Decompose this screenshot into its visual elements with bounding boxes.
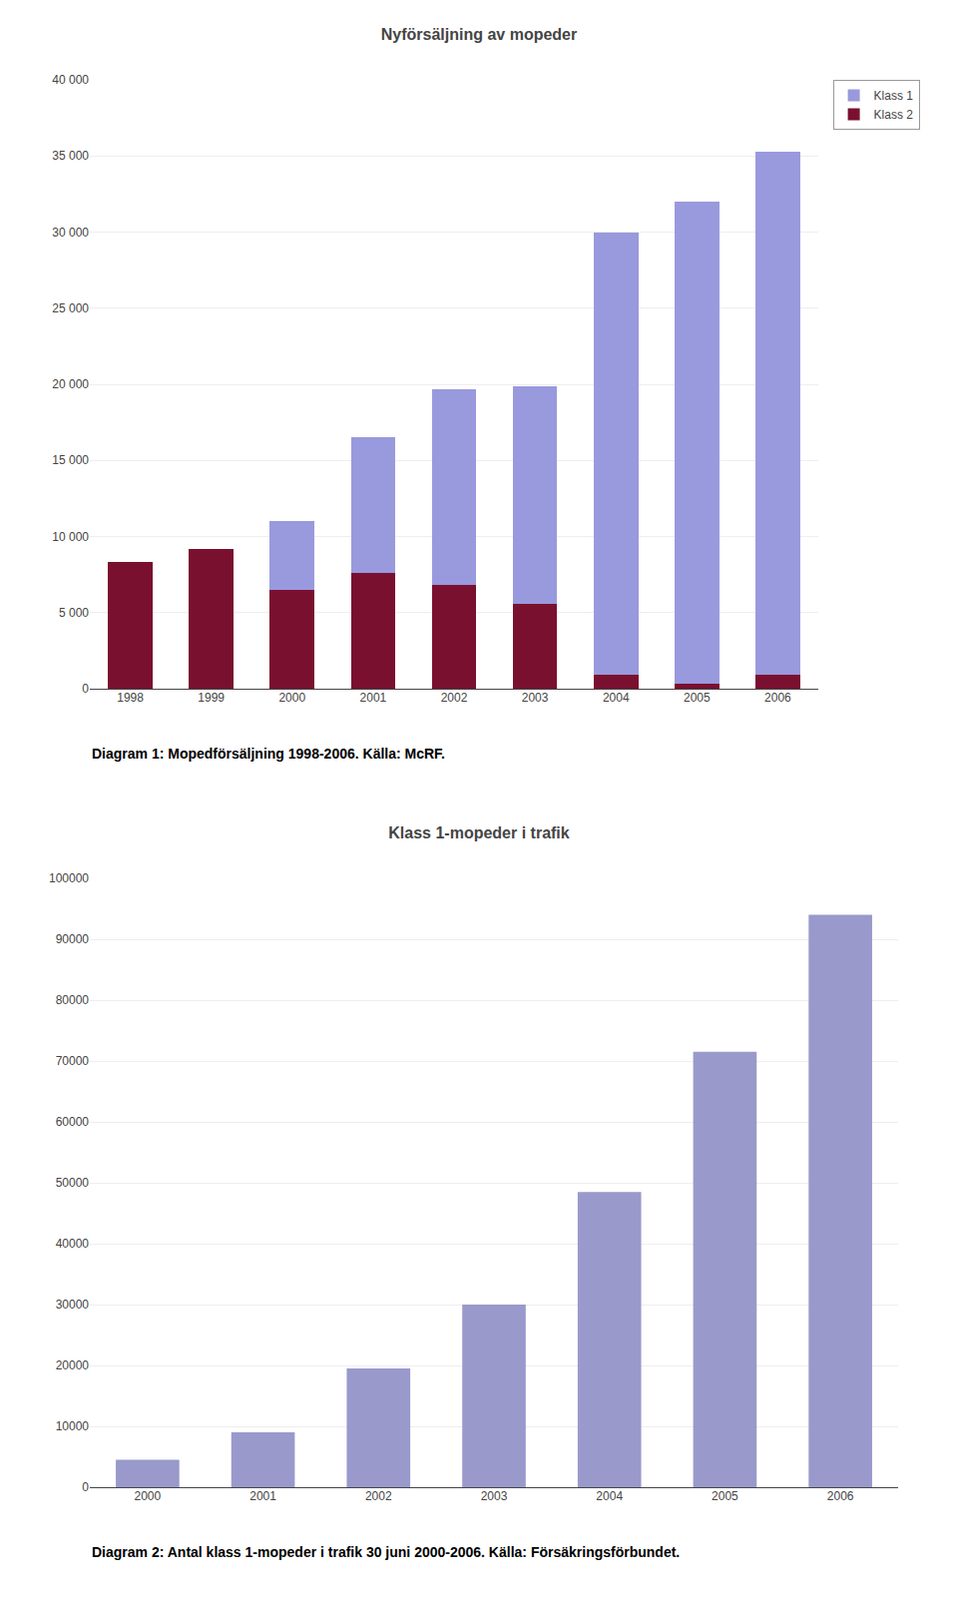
svg-text:0: 0: [81, 681, 89, 696]
svg-text:2000: 2000: [134, 1488, 162, 1503]
svg-text:10 000: 10 000: [51, 529, 89, 544]
svg-text:2002: 2002: [441, 690, 469, 705]
svg-text:0: 0: [81, 1479, 89, 1494]
svg-text:2001: 2001: [249, 1488, 277, 1503]
svg-text:2002: 2002: [365, 1488, 393, 1503]
svg-text:1999: 1999: [197, 690, 225, 705]
svg-text:2006: 2006: [764, 690, 792, 705]
svg-text:2003: 2003: [521, 690, 549, 705]
svg-text:1998: 1998: [116, 690, 144, 705]
svg-text:60000: 60000: [55, 1114, 90, 1129]
svg-text:2004: 2004: [595, 1488, 623, 1503]
svg-text:5 000: 5 000: [58, 605, 89, 620]
svg-text:2001: 2001: [360, 690, 388, 705]
svg-text:15 000: 15 000: [51, 453, 89, 468]
svg-text:40 000: 40 000: [51, 72, 89, 87]
svg-text:2000: 2000: [278, 690, 306, 705]
svg-text:Diagram 2: Antal klass 1-moped: Diagram 2: Antal klass 1-mopeder i trafi…: [91, 1543, 680, 1560]
svg-text:50000: 50000: [55, 1175, 90, 1190]
svg-text:Nyförsäljning av mopeder: Nyförsäljning av mopeder: [381, 25, 578, 43]
svg-text:2003: 2003: [480, 1488, 508, 1503]
svg-text:Klass 1-mopeder i trafik: Klass 1-mopeder i trafik: [388, 824, 570, 842]
svg-text:90000: 90000: [55, 932, 90, 947]
svg-text:30000: 30000: [55, 1297, 90, 1312]
svg-text:Diagram 1: Mopedförsäljning 19: Diagram 1: Mopedförsäljning 1998-2006. K…: [91, 745, 446, 762]
svg-text:2004: 2004: [602, 690, 630, 705]
svg-text:80000: 80000: [55, 992, 90, 1007]
svg-text:Klass 1: Klass 1: [874, 88, 915, 103]
svg-text:25 000: 25 000: [51, 301, 89, 316]
svg-text:30 000: 30 000: [51, 225, 89, 240]
svg-text:2005: 2005: [683, 690, 711, 705]
svg-text:Klass 2: Klass 2: [874, 107, 915, 122]
svg-text:70000: 70000: [55, 1053, 90, 1068]
svg-text:10000: 10000: [55, 1419, 90, 1434]
svg-text:2005: 2005: [711, 1488, 739, 1503]
svg-text:35 000: 35 000: [51, 148, 89, 163]
svg-text:2006: 2006: [827, 1488, 855, 1503]
svg-text:20000: 20000: [55, 1358, 90, 1373]
svg-text:20 000: 20 000: [51, 377, 89, 392]
svg-text:40000: 40000: [55, 1236, 90, 1251]
svg-text:100000: 100000: [48, 871, 89, 886]
